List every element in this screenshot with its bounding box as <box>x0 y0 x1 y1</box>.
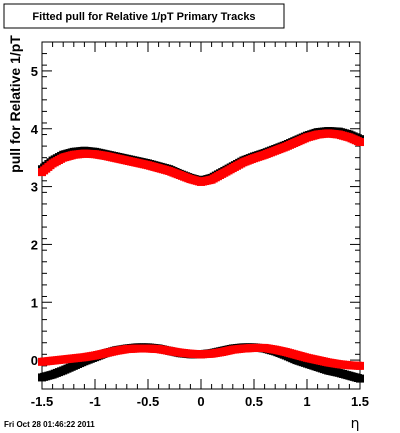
data-point <box>78 149 87 158</box>
x-tick-label: -1.5 <box>31 394 53 409</box>
data-point <box>343 132 352 141</box>
data-point <box>205 176 214 185</box>
y-tick-label: 5 <box>31 64 38 79</box>
data-point <box>258 343 267 352</box>
data-point <box>332 359 341 368</box>
data-point <box>322 129 331 138</box>
data-point <box>332 130 341 139</box>
data-point <box>141 344 150 353</box>
data-point <box>88 150 97 159</box>
data-point <box>332 368 341 377</box>
data-point <box>152 344 161 353</box>
data-point <box>67 354 76 363</box>
plot-frame <box>41 41 361 390</box>
data-point <box>120 345 129 354</box>
data-point <box>88 351 97 360</box>
timestamp-footer: Fri Oct 28 01:46:22 2011 <box>4 420 95 429</box>
y-tick-label: 0 <box>31 353 38 368</box>
data-point <box>120 156 129 165</box>
data-point <box>152 163 161 172</box>
data-point <box>173 348 182 357</box>
data-point <box>258 151 267 160</box>
data-point <box>46 356 55 365</box>
chart-title-box: Fitted pull for Relative 1/pT Primary Tr… <box>3 3 285 29</box>
data-point <box>57 367 66 376</box>
data-point <box>78 358 87 367</box>
x-tick-label: -0.5 <box>137 394 159 409</box>
data-point <box>99 349 108 358</box>
data-point <box>57 154 66 163</box>
data-point <box>237 159 246 168</box>
data-point <box>67 151 76 160</box>
data-point <box>110 153 119 162</box>
data-point <box>226 346 235 355</box>
data-point <box>311 355 320 364</box>
y-tick-label: 3 <box>31 180 38 195</box>
data-point <box>269 147 278 156</box>
data-point <box>46 371 55 380</box>
data-point <box>343 371 352 380</box>
data-points <box>38 127 364 383</box>
data-point <box>131 158 140 167</box>
y-tick-label: 2 <box>31 237 38 252</box>
data-point <box>343 361 352 370</box>
data-point <box>353 137 362 146</box>
data-point <box>353 374 362 383</box>
series-3 <box>38 343 364 370</box>
data-point <box>322 357 331 366</box>
x-tick-label: 0 <box>197 394 204 409</box>
data-point <box>184 349 193 358</box>
data-point <box>279 347 288 356</box>
x-axis-label: η <box>351 416 360 432</box>
data-point <box>67 362 76 371</box>
y-tick-label: 4 <box>31 122 39 137</box>
series-1 <box>38 129 364 186</box>
data-point <box>322 365 331 374</box>
data-point <box>300 353 309 362</box>
data-point <box>78 353 87 362</box>
data-point <box>184 174 193 183</box>
data-point <box>300 134 309 143</box>
data-point <box>216 171 225 180</box>
x-tick-label: 1.5 <box>351 394 369 409</box>
data-point <box>194 350 203 359</box>
data-point <box>216 348 225 357</box>
data-point <box>110 347 119 356</box>
data-point <box>290 138 299 147</box>
y-tick-label: 1 <box>31 295 38 310</box>
data-point <box>353 361 362 370</box>
data-point <box>290 350 299 359</box>
title-frame <box>3 3 285 29</box>
data-point <box>290 355 299 364</box>
data-point <box>194 177 203 186</box>
y-axis-label: pull for Relative 1/pT <box>7 35 23 173</box>
data-point <box>311 362 320 371</box>
data-point <box>311 131 320 140</box>
data-point <box>237 344 246 353</box>
data-point <box>173 170 182 179</box>
data-point <box>163 166 172 175</box>
data-point <box>131 344 140 353</box>
data-point <box>99 151 108 160</box>
data-point <box>163 346 172 355</box>
x-tick-label: 0.5 <box>245 394 263 409</box>
x-tick-label: -1 <box>89 394 101 409</box>
data-point <box>269 345 278 354</box>
axis-ticks <box>41 41 361 390</box>
chart-title: Fitted pull for Relative 1/pT Primary Tr… <box>32 11 255 23</box>
data-point <box>226 165 235 174</box>
tick-labels: -1.5 -1 -0.5 0 0.5 1 1.5 0 1 2 3 4 5 <box>31 64 369 409</box>
data-point <box>247 344 256 353</box>
data-point <box>279 143 288 152</box>
data-point <box>205 349 214 358</box>
data-point <box>57 355 66 364</box>
data-point <box>300 358 309 367</box>
x-tick-label: 1 <box>303 394 310 409</box>
data-point <box>247 155 256 164</box>
data-point <box>46 161 55 170</box>
data-point <box>141 160 150 169</box>
